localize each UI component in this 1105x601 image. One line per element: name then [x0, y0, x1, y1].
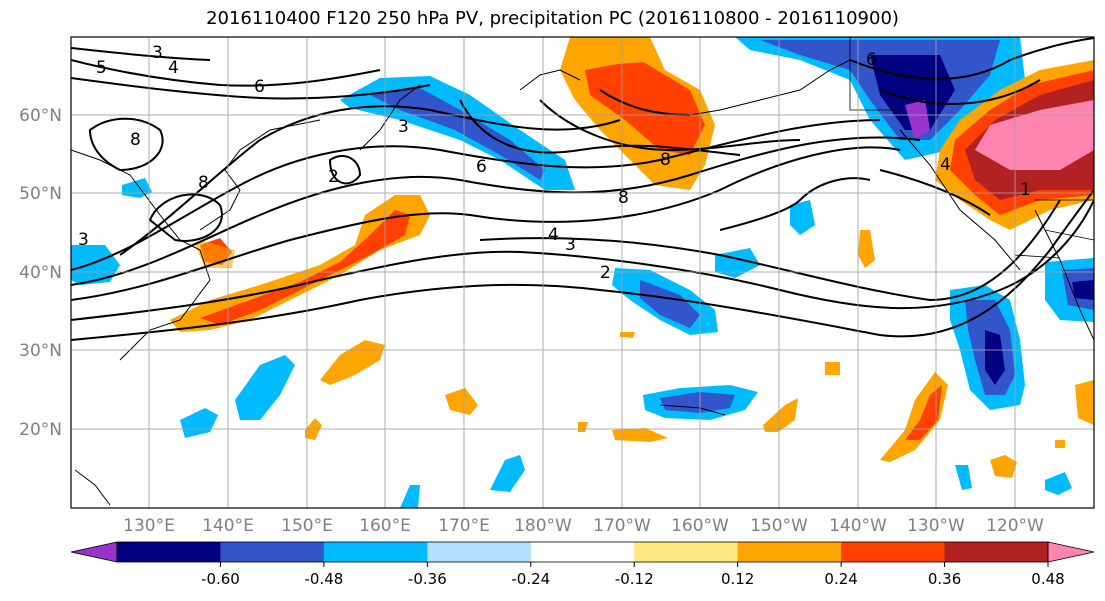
- pv-label: 2: [600, 263, 611, 283]
- lon-label: 140°E: [202, 516, 254, 536]
- lon-label: 120°W: [986, 516, 1044, 536]
- pv-label: 6: [254, 77, 265, 97]
- lat-label-40n: 40°N: [19, 263, 62, 283]
- lon-label: 180°W: [514, 516, 572, 536]
- colorbar-segment: [530, 542, 635, 562]
- colorbar-ticks: -0.60 -0.48 -0.36 -0.24 -0.12 0.12 0.24 0.36 0.4…: [201, 562, 1065, 588]
- colorbar-tick-label: 0.24: [824, 570, 857, 588]
- pv-label: 3: [565, 235, 576, 255]
- pv-label: 8: [198, 173, 209, 193]
- pv-label: 6: [866, 50, 877, 70]
- pv-label: 3: [398, 117, 409, 137]
- pv-contours: [71, 37, 1094, 341]
- pv-label: 8: [618, 188, 629, 208]
- colorbar-tick-label: -0.24: [511, 570, 550, 588]
- lon-label: 130°W: [907, 516, 965, 536]
- pv-label: 8: [130, 130, 141, 150]
- colorbar-segment: [737, 542, 842, 562]
- colorbar-segment: [427, 542, 532, 562]
- colorbar-extend-high: [1047, 541, 1095, 563]
- colorbar-segments: [70, 541, 1095, 563]
- lat-label-20n: 20°N: [19, 420, 62, 440]
- colorbar-segment: [634, 542, 739, 562]
- colorbar-tick-label: -0.12: [615, 570, 654, 588]
- map-content: 3 5 4 6 8 8 2 6 8 3 4 2 3 6 8 4 1 3: [71, 37, 1094, 508]
- pv-label: 8: [660, 150, 671, 170]
- colorbar-segment: [117, 542, 221, 562]
- colorbar-tick-label: -0.48: [304, 570, 343, 588]
- pv-labels: 3 5 4 6 8 8 2 6 8 3 4 2 3 6 8 4 1 3: [78, 43, 1031, 283]
- colorbar-extend-low: [70, 541, 118, 563]
- lon-label: 170°E: [438, 516, 490, 536]
- pv-label: 4: [548, 225, 559, 245]
- colorbar-frame: [116, 541, 1049, 563]
- pv-label: 1: [1020, 180, 1031, 200]
- lon-label: 130°E: [123, 516, 175, 536]
- gridlines: [71, 37, 1094, 508]
- colorbar-segment: [323, 542, 428, 562]
- figure-title: 2016110400 F120 250 hPa PV, precipitatio…: [206, 8, 899, 29]
- colorbar-tick-label: 0.36: [928, 570, 961, 588]
- pv-label: 6: [476, 157, 487, 177]
- colorbar-segment: [944, 542, 1049, 562]
- pv-label: 3: [78, 230, 89, 250]
- colorbar-tick-label: -0.60: [201, 570, 240, 588]
- lon-label: 140°W: [829, 516, 887, 536]
- colorbar-tick-label: -0.36: [408, 570, 447, 588]
- pv-label: 3: [152, 43, 163, 63]
- lon-label: 150°E: [281, 516, 333, 536]
- lat-label-30n: 30°N: [19, 341, 62, 361]
- colorbar-tick-label: 0.48: [1031, 570, 1064, 588]
- pv-label: 5: [96, 58, 107, 78]
- lon-labels: 130°E 140°E 150°E 160°E 170°E 180°W 170°…: [123, 516, 1044, 536]
- pv-label: 4: [940, 155, 951, 175]
- colorbar-segment: [220, 542, 325, 562]
- lat-labels: 60°N 50°N 40°N 30°N 20°N: [19, 106, 62, 440]
- lat-label-50n: 50°N: [19, 184, 62, 204]
- lon-label: 160°E: [359, 516, 411, 536]
- lat-label-60n: 60°N: [19, 106, 62, 126]
- lon-label: 150°W: [750, 516, 808, 536]
- map-frame: [70, 36, 1095, 509]
- lon-label: 170°W: [593, 516, 651, 536]
- colorbar: -0.60 -0.48 -0.36 -0.24 -0.12 0.12 0.24 0.36 0.4…: [70, 541, 1095, 588]
- colorbar-tick-label: 0.12: [721, 570, 754, 588]
- pv-label: 2: [328, 167, 339, 187]
- colorbar-segment: [841, 542, 946, 562]
- lon-label: 160°W: [671, 516, 729, 536]
- pv-label: 4: [168, 58, 179, 78]
